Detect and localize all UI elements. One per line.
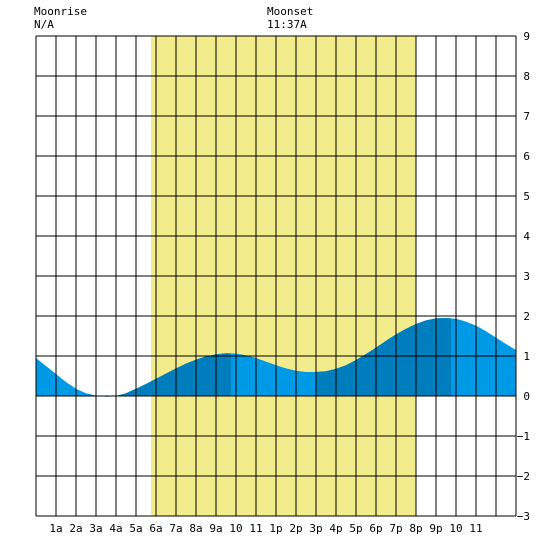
x-tick-label: 4p [329,522,342,535]
moonset-value: 11:37A [267,18,307,31]
y-tick-label: 5 [523,190,530,203]
y-tick-label: 2 [523,310,530,323]
y-tick-label: 1 [523,350,530,363]
y-tick-label: 9 [523,30,530,43]
x-tick-label: 3a [89,522,102,535]
x-tick-label: 8p [409,522,422,535]
y-tick-label: 8 [523,70,530,83]
y-tick-label: −2 [517,470,530,483]
y-tick-label: 4 [523,230,530,243]
y-tick-label: 0 [523,390,530,403]
x-tick-label: 7a [169,522,182,535]
moonset-label: Moonset [267,5,314,18]
x-tick-label: 10 [229,522,242,535]
x-tick-label: 8a [189,522,202,535]
x-tick-label: 2a [69,522,82,535]
x-tick-label: 4a [109,522,122,535]
x-tick-label: 1a [49,522,62,535]
x-tick-label: 6a [149,522,162,535]
y-tick-label: 6 [523,150,530,163]
moonrise-label: Moonrise [34,5,87,18]
x-tick-label: 6p [369,522,382,535]
x-tick-label: 3p [309,522,322,535]
x-tick-label: 7p [389,522,402,535]
y-tick-label: 3 [523,270,530,283]
y-tick-label: −3 [517,510,530,523]
y-tick-label: −1 [517,430,530,443]
x-tick-label: 1p [269,522,282,535]
x-tick-label: 11 [469,522,482,535]
moonrise-value: N/A [34,18,54,31]
x-tick-label: 11 [249,522,262,535]
y-tick-label: 7 [523,110,530,123]
x-tick-label: 2p [289,522,302,535]
x-tick-label: 9p [429,522,442,535]
x-tick-label: 5p [349,522,362,535]
x-tick-label: 5a [129,522,142,535]
x-tick-label: 10 [449,522,462,535]
x-tick-label: 9a [209,522,222,535]
